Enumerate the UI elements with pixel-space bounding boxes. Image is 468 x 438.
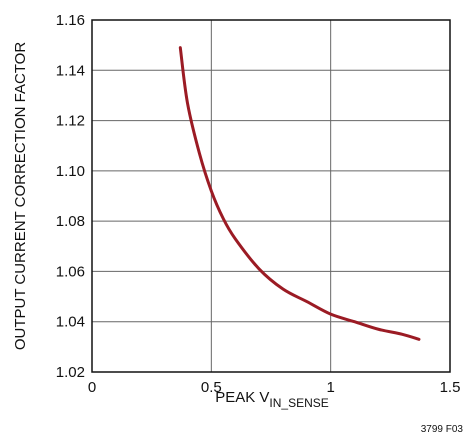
series-line	[178, 46, 421, 341]
grid	[92, 20, 450, 372]
y-tick-label: 1.04	[56, 314, 85, 331]
y-tick-label: 1.06	[56, 263, 85, 280]
figure-id: 3799 F03	[421, 424, 464, 435]
x-tick-label: 1	[326, 379, 334, 396]
y-tick-label: 1.16	[56, 12, 85, 29]
x-tick-label: 1.5	[440, 379, 461, 396]
y-tick-label: 1.02	[56, 364, 85, 381]
y-tick-label: 1.12	[56, 113, 85, 130]
series-layer	[178, 46, 421, 341]
x-tick-label: 0.5	[201, 379, 222, 396]
x-axis-title-main: PEAK V	[215, 389, 269, 406]
tick-labels: 0 0.5 1 1.5 1.02 1.04 1.06 1.08 1.10 1.12 1.14 1.16	[56, 12, 461, 396]
y-tick-label: 1.14	[56, 62, 85, 79]
x-axis-title: PEAK VIN_SENSE	[215, 389, 329, 410]
y-axis-title: OUTPUT CURRENT CORRECTION FACTOR	[12, 42, 29, 351]
y-tick-label: 1.10	[56, 163, 85, 180]
plot-frame	[91, 19, 451, 373]
x-tick-label: 0	[88, 379, 96, 396]
y-tick-label: 1.08	[56, 213, 85, 230]
x-axis-title-subscript: IN_SENSE	[269, 396, 328, 410]
